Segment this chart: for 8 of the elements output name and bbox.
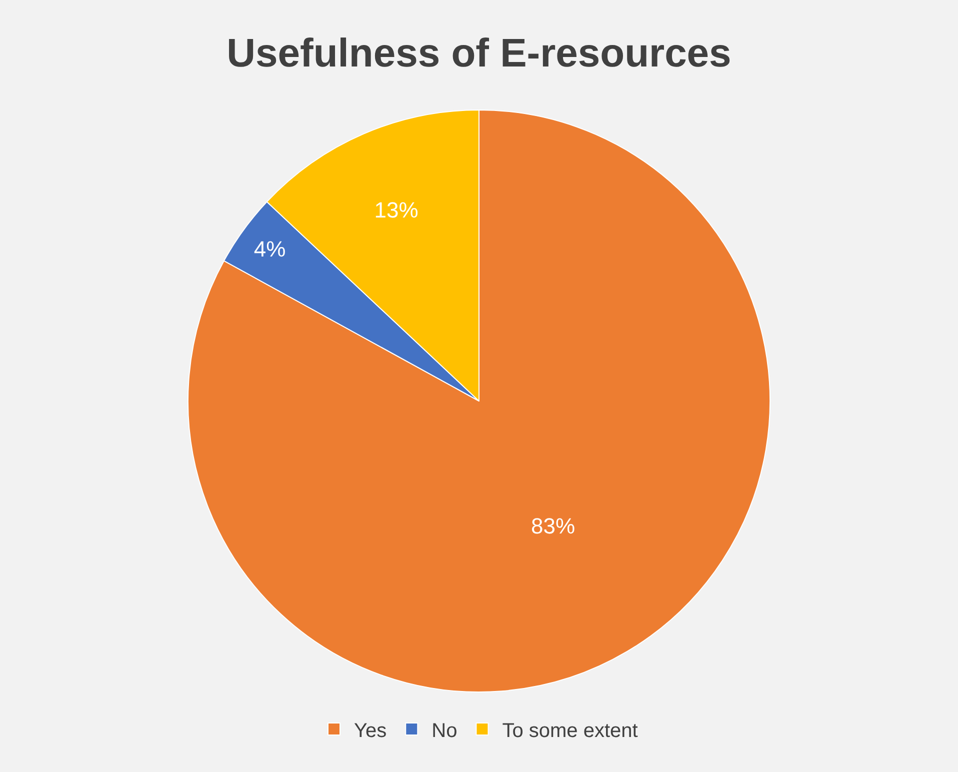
pie-slice: [188, 110, 770, 692]
legend-label: Yes: [354, 720, 387, 742]
legend-label: No: [432, 720, 458, 742]
data-label: 13%: [374, 197, 418, 222]
chart-title: Usefulness of E-resources: [226, 32, 732, 76]
data-label: 4%: [254, 236, 286, 262]
data-label: 83%: [531, 514, 576, 539]
legend-label: To some extent: [502, 720, 638, 742]
